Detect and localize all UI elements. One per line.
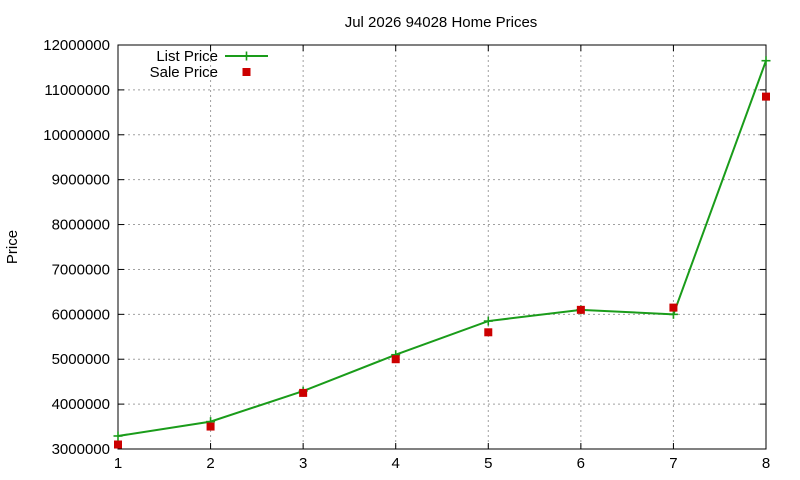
- y-tick-label: 12000000: [43, 37, 110, 54]
- y-tick-label: 7000000: [52, 261, 110, 278]
- x-tick-label: 3: [299, 455, 307, 472]
- y-tick-labels: 3000000 4000000 5000000 6000000 7000000 80000…: [43, 37, 110, 458]
- x-tick-label: 2: [206, 455, 214, 472]
- chart-title: Jul 2026 94028 Home Prices: [345, 14, 538, 31]
- y-tick-label: 5000000: [52, 351, 110, 368]
- legend-square-marker: [242, 68, 251, 76]
- y-tick-label: 3000000: [52, 441, 110, 458]
- y-tick-label: 4000000: [52, 396, 110, 413]
- sale-price-point: [114, 440, 122, 449]
- series-sale-price: [114, 92, 770, 449]
- x-tick-label: 8: [762, 455, 770, 472]
- x-tick-label: 7: [669, 455, 677, 472]
- x-tick-label: 4: [392, 455, 400, 472]
- x-tick-label: 1: [114, 455, 122, 472]
- x-tick-labels: 1 2 3 4 5 6 7 8: [114, 455, 770, 472]
- sale-price-point: [762, 92, 770, 101]
- list-price-point: [761, 56, 771, 66]
- plot-frame: [117, 44, 767, 450]
- sale-price-point: [576, 305, 585, 314]
- series-layer: [113, 56, 771, 449]
- ticks: [117, 44, 767, 450]
- legend-item-sale-price: Sale Price: [150, 64, 251, 81]
- sale-price-point: [299, 388, 308, 397]
- legend-plus-marker: [242, 51, 251, 61]
- y-tick-label: 11000000: [44, 82, 110, 99]
- list-price-point: [113, 431, 123, 441]
- list-price-line: [117, 60, 767, 437]
- legend-item-list-price: List Price: [156, 48, 268, 65]
- sale-price-point: [206, 422, 215, 431]
- x-tick-label: 5: [484, 455, 492, 472]
- legend-label: Sale Price: [150, 64, 218, 81]
- sale-price-point: [669, 303, 678, 312]
- sale-price-point: [484, 328, 493, 337]
- grid: [118, 45, 766, 449]
- legend-label: List Price: [156, 48, 218, 65]
- y-axis-label: Price: [4, 230, 21, 264]
- series-list-price: [113, 56, 771, 441]
- sale-price-point: [391, 355, 400, 364]
- y-tick-label: 8000000: [52, 217, 110, 234]
- y-tick-label: 6000000: [52, 306, 110, 323]
- list-price-point: [483, 316, 493, 326]
- x-tick-label: 6: [577, 455, 585, 472]
- y-tick-label: 9000000: [52, 172, 110, 189]
- y-tick-label: 10000000: [43, 127, 110, 144]
